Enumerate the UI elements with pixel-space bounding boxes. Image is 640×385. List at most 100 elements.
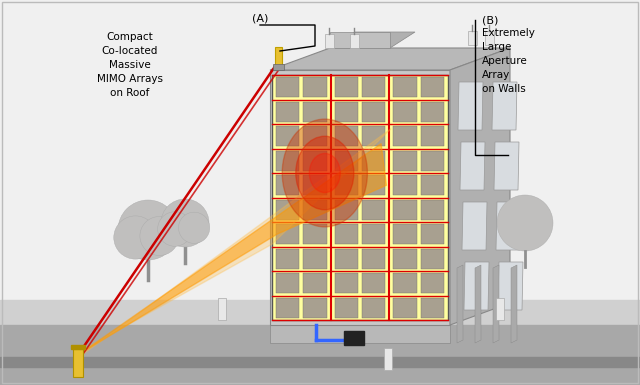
Bar — [335, 200, 358, 219]
Polygon shape — [450, 48, 510, 325]
Bar — [0, 0, 640, 325]
Bar — [276, 151, 300, 171]
Bar — [344, 331, 364, 345]
Bar — [420, 249, 444, 269]
Bar — [362, 151, 385, 171]
Bar — [394, 298, 417, 318]
Polygon shape — [475, 265, 481, 343]
Bar — [335, 273, 358, 293]
Bar — [485, 31, 494, 45]
Bar — [270, 323, 450, 343]
Polygon shape — [498, 262, 523, 310]
Bar — [276, 298, 300, 318]
Ellipse shape — [282, 119, 367, 227]
Bar — [276, 102, 300, 122]
Bar — [335, 126, 358, 146]
Bar — [330, 32, 390, 48]
Bar — [335, 151, 358, 171]
Bar — [303, 102, 326, 122]
Bar — [303, 224, 326, 244]
Bar — [394, 249, 417, 269]
Bar — [420, 126, 444, 146]
Ellipse shape — [296, 136, 354, 210]
Bar — [420, 77, 444, 97]
Bar — [420, 151, 444, 171]
Bar — [71, 345, 85, 349]
Circle shape — [179, 212, 210, 243]
Bar — [362, 224, 385, 244]
Bar — [394, 151, 417, 171]
Polygon shape — [493, 265, 499, 343]
Bar — [350, 34, 359, 48]
Bar — [0, 325, 640, 385]
Bar — [0, 300, 640, 330]
Bar — [362, 273, 385, 293]
Bar — [325, 34, 334, 48]
Bar — [275, 47, 282, 65]
Polygon shape — [494, 142, 519, 190]
Bar — [394, 224, 417, 244]
Bar — [303, 200, 326, 219]
Bar — [394, 273, 417, 293]
Bar — [362, 200, 385, 219]
Bar — [276, 126, 300, 146]
Bar — [420, 298, 444, 318]
Bar — [362, 298, 385, 318]
Circle shape — [140, 216, 179, 256]
Bar — [420, 200, 444, 219]
Polygon shape — [78, 144, 387, 355]
Bar — [303, 77, 326, 97]
Bar — [394, 176, 417, 195]
Bar — [73, 349, 83, 377]
Circle shape — [161, 199, 209, 247]
Polygon shape — [270, 48, 510, 70]
Polygon shape — [496, 202, 521, 250]
Bar — [276, 224, 300, 244]
Bar — [362, 77, 385, 97]
Bar — [394, 200, 417, 219]
Bar — [303, 273, 326, 293]
Bar — [276, 77, 300, 97]
Bar — [303, 126, 326, 146]
Bar — [303, 176, 326, 195]
Ellipse shape — [309, 153, 340, 192]
Bar — [276, 176, 300, 195]
Text: (B): (B) — [482, 15, 499, 25]
Bar — [303, 151, 326, 171]
Bar — [468, 31, 477, 45]
Bar — [273, 64, 284, 70]
Bar — [218, 298, 226, 320]
Bar — [335, 224, 358, 244]
Polygon shape — [462, 202, 487, 250]
Bar — [394, 77, 417, 97]
Bar — [420, 224, 444, 244]
Bar — [270, 70, 450, 325]
Polygon shape — [464, 262, 489, 310]
Bar — [496, 298, 504, 320]
Polygon shape — [458, 82, 483, 130]
Text: (A): (A) — [252, 13, 268, 23]
Bar — [420, 176, 444, 195]
Polygon shape — [457, 265, 463, 343]
Bar — [303, 298, 326, 318]
Circle shape — [114, 216, 157, 259]
Bar — [0, 357, 640, 367]
Bar — [362, 126, 385, 146]
Polygon shape — [74, 129, 391, 355]
Bar — [276, 200, 300, 219]
Circle shape — [118, 200, 178, 260]
Bar — [335, 77, 358, 97]
Bar — [362, 249, 385, 269]
Bar — [276, 249, 300, 269]
Bar — [384, 348, 392, 370]
Text: Extremely
Large
Aperture
Array
on Walls: Extremely Large Aperture Array on Walls — [482, 28, 535, 94]
Bar — [394, 102, 417, 122]
Bar — [335, 176, 358, 195]
Bar — [362, 102, 385, 122]
Bar — [362, 176, 385, 195]
Polygon shape — [492, 82, 517, 130]
Bar — [394, 126, 417, 146]
Bar — [276, 273, 300, 293]
Bar — [335, 298, 358, 318]
Circle shape — [157, 212, 192, 246]
